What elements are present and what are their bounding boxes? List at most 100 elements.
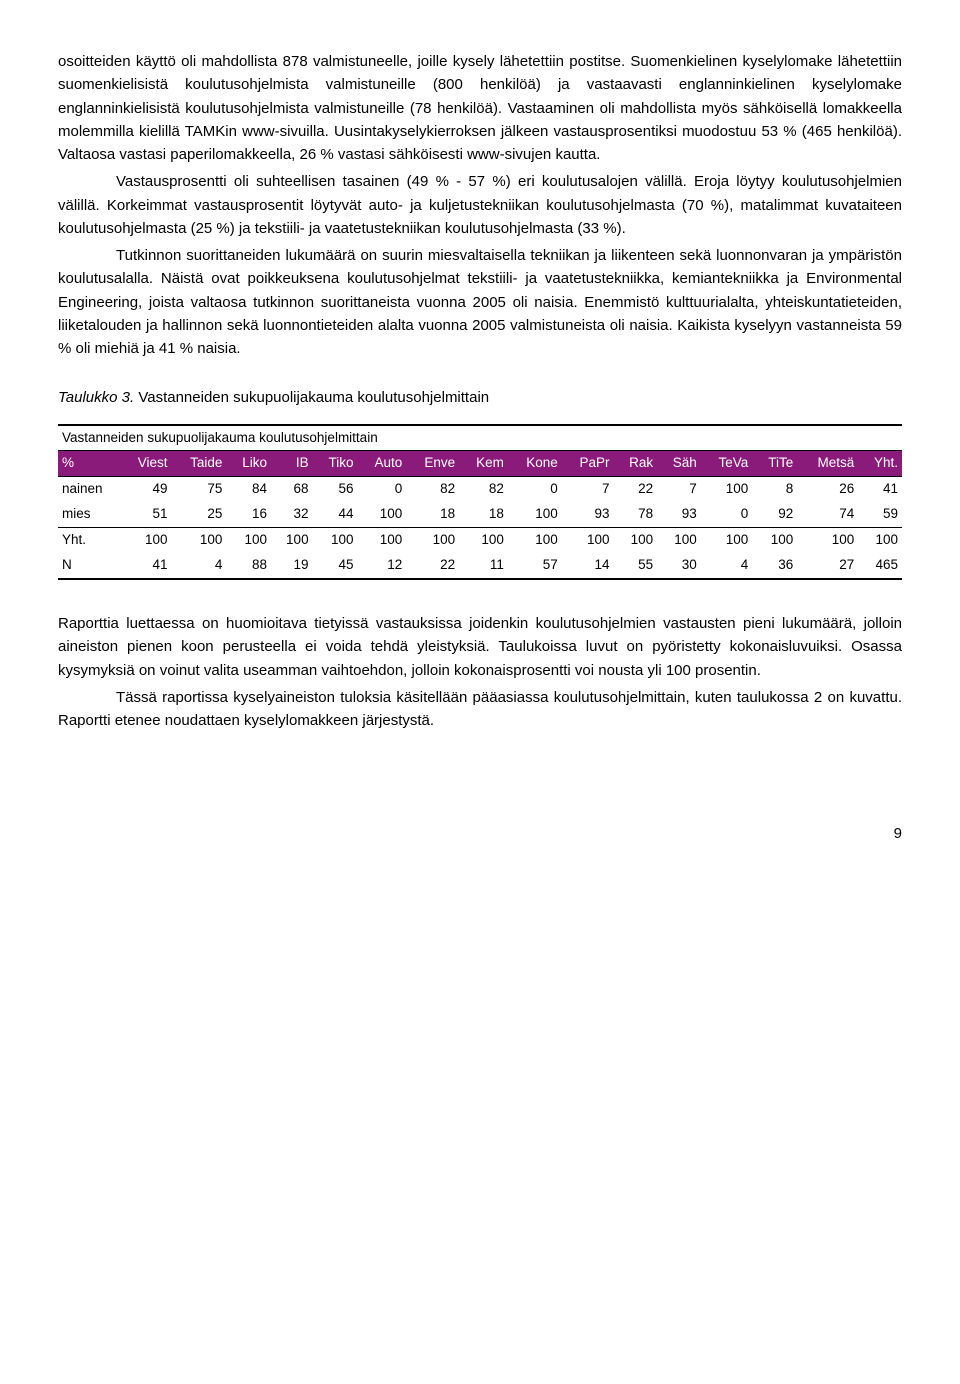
cell: 59: [858, 502, 902, 527]
cell: 100: [752, 528, 797, 553]
cell: 32: [271, 502, 313, 527]
cell: 100: [701, 528, 752, 553]
cell: 100: [562, 528, 614, 553]
cell: 465: [858, 553, 902, 579]
cell: 36: [752, 553, 797, 579]
row-label: nainen: [58, 477, 120, 502]
cell: 51: [120, 502, 171, 527]
table-header: Kone: [508, 451, 562, 477]
table-header: Viest: [120, 451, 171, 477]
cell: 55: [614, 553, 658, 579]
cell: 78: [614, 502, 658, 527]
cell: 84: [226, 477, 271, 502]
table-header-row: % Viest Taide Liko IB Tiko Auto Enve Kem…: [58, 451, 902, 477]
cell: 7: [562, 477, 614, 502]
cell: 68: [271, 477, 313, 502]
table-header: Auto: [358, 451, 407, 477]
cell: 0: [358, 477, 407, 502]
cell: 82: [406, 477, 459, 502]
table-header: PaPr: [562, 451, 614, 477]
cell: 100: [358, 502, 407, 527]
table-header: TiTe: [752, 451, 797, 477]
table-header: Tiko: [313, 451, 358, 477]
table-header: Kem: [459, 451, 508, 477]
cell: 93: [562, 502, 614, 527]
cell: 27: [797, 553, 858, 579]
table-header: %: [58, 451, 120, 477]
cell: 75: [171, 477, 226, 502]
cell: 49: [120, 477, 171, 502]
row-label: mies: [58, 502, 120, 527]
cell: 0: [508, 477, 562, 502]
table-header: Rak: [614, 451, 658, 477]
cell: 30: [657, 553, 701, 579]
table-header: Taide: [171, 451, 226, 477]
cell: 25: [171, 502, 226, 527]
cell: 4: [701, 553, 752, 579]
table-caption: Taulukko 3. Vastanneiden sukupuolijakaum…: [58, 386, 902, 409]
cell: 18: [406, 502, 459, 527]
cell: 100: [459, 528, 508, 553]
cell: 100: [614, 528, 658, 553]
caption-number: Taulukko 3.: [58, 389, 134, 406]
cell: 82: [459, 477, 508, 502]
caption-text: Vastanneiden sukupuolijakauma koulutusoh…: [134, 389, 489, 406]
cell: 7: [657, 477, 701, 502]
cell: 88: [226, 553, 271, 579]
cell: 18: [459, 502, 508, 527]
cell: 44: [313, 502, 358, 527]
table-title: Vastanneiden sukupuolijakauma koulutusoh…: [58, 425, 902, 451]
cell: 100: [508, 502, 562, 527]
paragraph-5: Tässä raportissa kyselyaineiston tuloksi…: [58, 686, 902, 733]
cell: 100: [858, 528, 902, 553]
paragraph-3: Tutkinnon suorittaneiden lukumäärä on su…: [58, 244, 902, 360]
cell: 19: [271, 553, 313, 579]
row-label: N: [58, 553, 120, 579]
table-body: nainen 49 75 84 68 56 0 82 82 0 7 22 7 1…: [58, 477, 902, 579]
cell: 57: [508, 553, 562, 579]
paragraph-1: osoitteiden käyttö oli mahdollista 878 v…: [58, 50, 902, 166]
table-header: Metsä: [797, 451, 858, 477]
paragraph-2: Vastausprosentti oli suhteellisen tasain…: [58, 170, 902, 240]
cell: 92: [752, 502, 797, 527]
cell: 14: [562, 553, 614, 579]
gender-distribution-table: Vastanneiden sukupuolijakauma koulutusoh…: [58, 424, 902, 581]
table-header: Yht.: [858, 451, 902, 477]
cell: 11: [459, 553, 508, 579]
cell: 100: [508, 528, 562, 553]
page-number: 9: [58, 822, 902, 845]
cell: 100: [171, 528, 226, 553]
cell: 16: [226, 502, 271, 527]
cell: 4: [171, 553, 226, 579]
table-row: mies 51 25 16 32 44 100 18 18 100 93 78 …: [58, 502, 902, 527]
cell: 100: [271, 528, 313, 553]
table-row: Yht. 100 100 100 100 100 100 100 100 100…: [58, 528, 902, 553]
row-label: Yht.: [58, 528, 120, 553]
cell: 0: [701, 502, 752, 527]
table-header: Liko: [226, 451, 271, 477]
cell: 8: [752, 477, 797, 502]
table-header: Enve: [406, 451, 459, 477]
table-header: TeVa: [701, 451, 752, 477]
cell: 22: [614, 477, 658, 502]
table-header: Säh: [657, 451, 701, 477]
cell: 100: [657, 528, 701, 553]
cell: 74: [797, 502, 858, 527]
cell: 100: [120, 528, 171, 553]
cell: 41: [120, 553, 171, 579]
cell: 12: [358, 553, 407, 579]
cell: 26: [797, 477, 858, 502]
table-title-row: Vastanneiden sukupuolijakauma koulutusoh…: [58, 425, 902, 451]
cell: 100: [313, 528, 358, 553]
paragraph-4: Raporttia luettaessa on huomioitava tiet…: [58, 612, 902, 682]
cell: 100: [226, 528, 271, 553]
cell: 100: [358, 528, 407, 553]
cell: 45: [313, 553, 358, 579]
cell: 22: [406, 553, 459, 579]
cell: 100: [797, 528, 858, 553]
cell: 56: [313, 477, 358, 502]
table-header: IB: [271, 451, 313, 477]
table-row: nainen 49 75 84 68 56 0 82 82 0 7 22 7 1…: [58, 477, 902, 502]
cell: 41: [858, 477, 902, 502]
cell: 100: [406, 528, 459, 553]
